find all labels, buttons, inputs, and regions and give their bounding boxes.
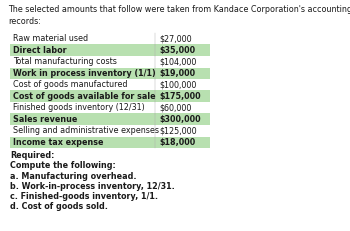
Text: $100,000: $100,000 [159,80,196,89]
Text: $60,000: $60,000 [159,103,191,112]
Bar [10,137,210,148]
Bar [10,125,210,137]
Text: $35,000: $35,000 [159,46,195,55]
Text: Work in process inventory (1/1): Work in process inventory (1/1) [13,69,156,78]
Text: $300,000: $300,000 [159,115,201,124]
Text: $19,000: $19,000 [159,69,195,78]
Text: Direct labor: Direct labor [13,46,66,55]
Text: $175,000: $175,000 [159,92,201,101]
Text: The selected amounts that follow were taken from Kandace Corporation's accountin: The selected amounts that follow were ta… [8,5,350,26]
Text: Compute the following:: Compute the following: [10,161,116,170]
Text: c. Finished-goods inventory, 1/1.: c. Finished-goods inventory, 1/1. [10,192,158,201]
Text: b. Work-in-process inventory, 12/31.: b. Work-in-process inventory, 12/31. [10,182,175,191]
Bar [10,45,210,56]
Text: Raw material used: Raw material used [13,34,88,43]
Text: $18,000: $18,000 [159,138,195,147]
Text: $104,000: $104,000 [159,57,196,66]
Text: d. Cost of goods sold.: d. Cost of goods sold. [10,202,108,211]
Text: Required:: Required: [10,151,54,160]
Bar [10,56,210,67]
Bar [10,102,210,113]
Bar [10,91,210,102]
Text: Sales revenue: Sales revenue [13,115,77,124]
Bar [10,79,210,91]
Text: Cost of goods available for sale: Cost of goods available for sale [13,92,156,101]
Text: a. Manufacturing overhead.: a. Manufacturing overhead. [10,172,136,181]
Text: $27,000: $27,000 [159,34,192,43]
Text: Cost of goods manufactured: Cost of goods manufactured [13,80,127,89]
Text: Selling and administrative expenses: Selling and administrative expenses [13,126,159,135]
Text: $125,000: $125,000 [159,126,197,135]
Bar [10,33,210,45]
Bar [10,113,210,125]
Text: Total manufacturing costs: Total manufacturing costs [13,57,117,66]
Text: Finished goods inventory (12/31): Finished goods inventory (12/31) [13,103,145,112]
Bar [10,67,210,79]
Text: Income tax expense: Income tax expense [13,138,104,147]
